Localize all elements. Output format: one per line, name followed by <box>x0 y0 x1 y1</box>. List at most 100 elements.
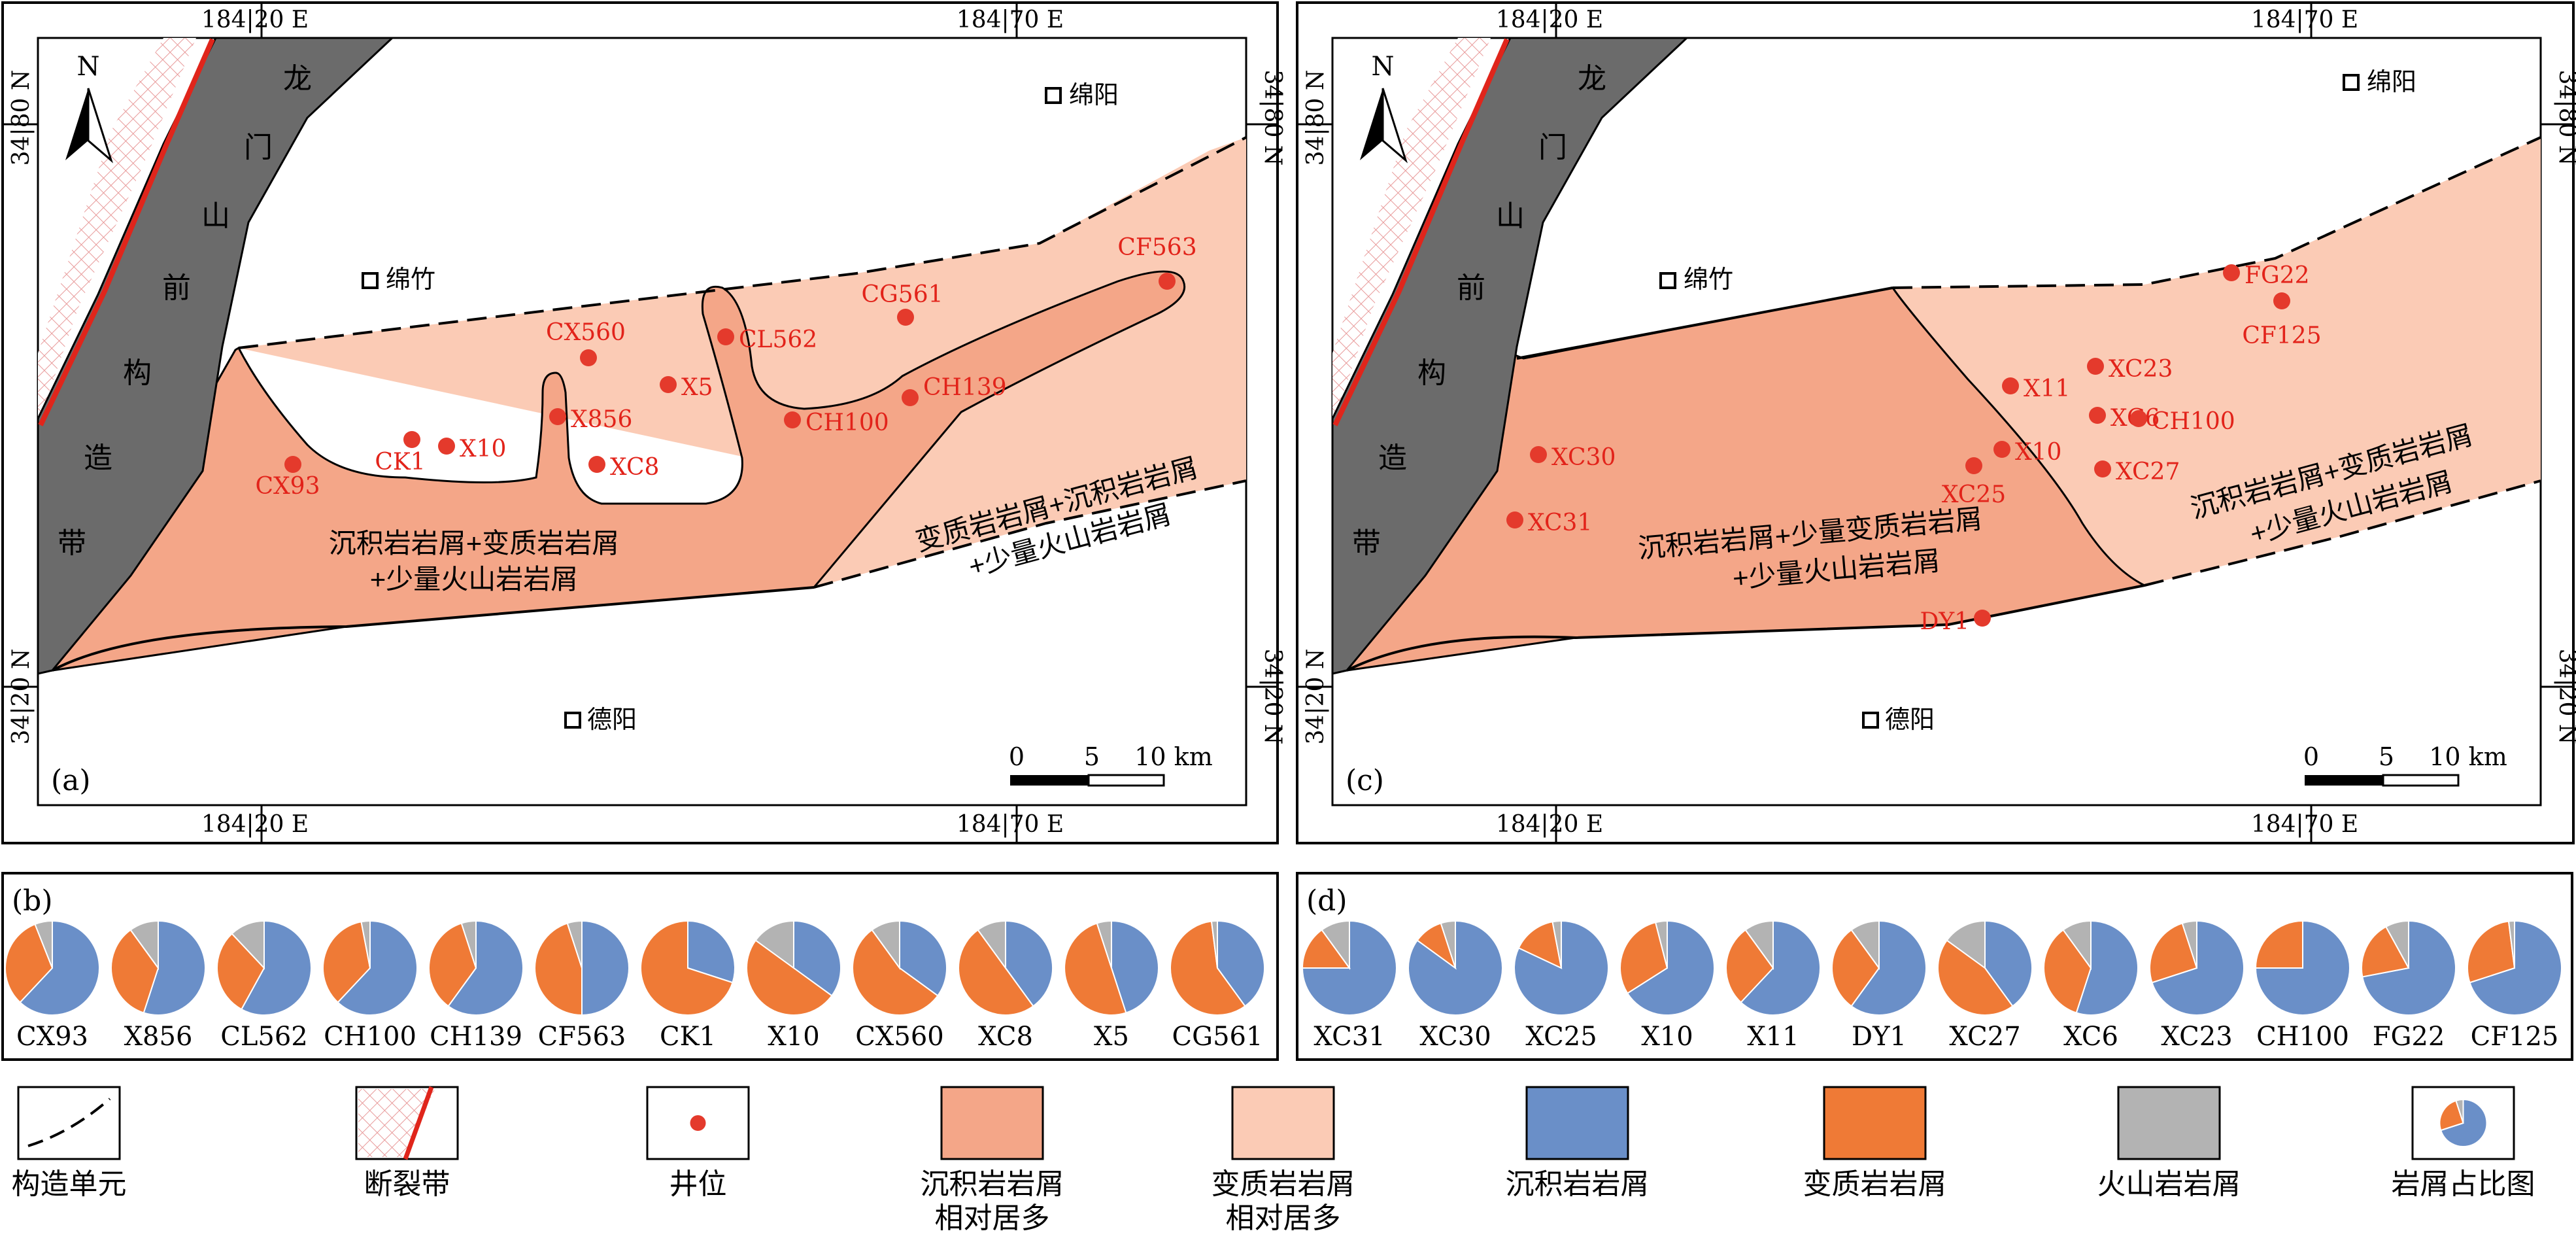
well-dot <box>717 328 734 345</box>
pie-slice-sed <box>2075 920 2139 1016</box>
pie-chart: XC23 <box>2149 920 2245 1052</box>
pie-slice-sed <box>2469 920 2562 1016</box>
fault-zone-char: 造 <box>84 442 112 474</box>
pie-slice-vol <box>566 920 583 969</box>
pie-slice-sed <box>143 920 206 1016</box>
pie-slice-vol <box>34 920 53 969</box>
scale-label: 5 <box>2379 742 2394 771</box>
pie-slice-met <box>1725 929 1774 1003</box>
grid-label-left-bottom: 34|20 N <box>8 649 35 745</box>
well-marker: CH100 <box>784 409 889 436</box>
pie-slice-sed <box>337 920 418 1016</box>
pie-slice-vol <box>1744 920 1774 971</box>
pie-label: CG561 <box>1172 1022 1263 1052</box>
pie-label: XC31 <box>1313 1022 1385 1052</box>
scale-label: 10 km <box>2429 742 2507 771</box>
pie-label: X10 <box>768 1022 819 1052</box>
well-label: CH100 <box>2152 408 2235 435</box>
well-label: XC8 <box>610 454 659 481</box>
pie-chart: CL562 <box>216 920 312 1052</box>
pie-slice-vol <box>1551 920 1562 969</box>
pie-slice-met <box>2149 922 2198 984</box>
pie-label: X10 <box>1641 1022 1693 1052</box>
grid-label-right-top: 34|80 N <box>2554 70 2576 166</box>
north-label: N <box>77 52 100 82</box>
map-outer-frame <box>1 1 1279 844</box>
well-dot <box>2087 358 2104 375</box>
well-dot <box>580 349 597 366</box>
well-dot <box>2094 460 2111 477</box>
pie-label: XC8 <box>978 1022 1033 1052</box>
fault-zone-char: 带 <box>58 527 86 559</box>
fault-zone-name: 龙 门 山 前 构 造 带 <box>1352 63 1606 559</box>
pie-slice-vol <box>1850 920 1880 971</box>
legend-label: 火山岩岩屑 <box>2097 1168 2241 1200</box>
pie-label: CH100 <box>324 1022 416 1052</box>
pie-label: FG22 <box>2373 1022 2445 1052</box>
pie-chart: CF125 <box>2467 920 2562 1052</box>
pie-slice-met <box>1619 922 1669 994</box>
pie-label: CX93 <box>16 1022 88 1052</box>
scale-label: 5 <box>1084 742 1100 771</box>
well-marker: XC23 <box>2087 356 2173 383</box>
tectonic-boundary-icon <box>27 1098 111 1147</box>
well-label: X856 <box>571 406 632 433</box>
map-outer-frame <box>1296 1 2575 844</box>
pie-slice-met <box>110 929 160 1014</box>
well-label: CH100 <box>805 409 889 436</box>
pie-slice-sed <box>899 920 947 997</box>
legend-label: 相对居多 <box>1226 1202 1341 1234</box>
pie-label: CL562 <box>220 1022 308 1052</box>
legend-swatch <box>17 1086 121 1160</box>
pie-slice-met <box>534 922 583 1016</box>
legend-item: 火山岩岩屑 <box>2097 1086 2241 1200</box>
pie-chart: CX93 <box>5 920 100 1052</box>
well-marker: CX560 <box>546 319 626 366</box>
well-marker: X856 <box>549 406 632 433</box>
wells-c: X11XC30X10XC25XC31DY1XC23XC6CH100XC27FG2… <box>1506 262 2322 635</box>
north-arrow: N <box>65 52 114 164</box>
grid-label-top-right: 184|70 E <box>2251 7 2358 33</box>
pie-chart: XC8 <box>958 920 1053 1052</box>
scale-label: 0 <box>2303 742 2319 771</box>
pie-slice-met <box>640 920 734 1016</box>
legend-swatch <box>1231 1086 1335 1160</box>
fault-zone-char: 造 <box>1378 442 1407 474</box>
pie-chart: X11 <box>1725 920 1821 1052</box>
pie-slice-met <box>322 921 371 1003</box>
pie-label: XC25 <box>1525 1022 1597 1052</box>
pie-label: CF563 <box>538 1022 626 1052</box>
legend-swatch <box>1525 1086 1629 1160</box>
well-marker: CX93 <box>256 456 320 500</box>
well-label: X10 <box>2015 439 2061 466</box>
grid-label-right-bottom: 34|20 N <box>2554 649 2576 745</box>
city-deyang: 德阳 <box>564 706 637 734</box>
fault-zone-char: 构 <box>1417 357 1446 389</box>
pie-slice-met <box>958 929 1034 1016</box>
city-label: 绵阳 <box>2367 69 2416 96</box>
well-dot <box>588 456 605 473</box>
pie-slice-met <box>1831 929 1880 1007</box>
pie-slice-vol <box>360 920 371 969</box>
longmenshan-front-fault-belt <box>1331 37 1689 675</box>
pie-slice-met <box>1064 922 1127 1016</box>
grid-label-top-right: 184|70 E <box>957 7 1064 33</box>
pie-slice-met <box>5 923 54 1003</box>
well-dot <box>1506 511 1523 528</box>
fault-zone-char: 带 <box>1352 527 1381 559</box>
pie-label: X5 <box>1094 1022 1129 1052</box>
well-label: CK1 <box>375 449 425 476</box>
well-dot <box>2130 410 2147 427</box>
fault-zone-char: 龙 <box>283 63 312 95</box>
pie-label: DY1 <box>1852 1022 1907 1052</box>
fault-line <box>38 38 215 426</box>
pie-slice-met <box>1937 939 2014 1016</box>
map-panel-c: N 184|20 E 184|70 E 184|20 E 184|70 E 34… <box>1296 1 2576 844</box>
city-mianyang: 绵阳 <box>2343 69 2416 96</box>
legend-item: 岩屑占比图 <box>2392 1086 2535 1200</box>
scale-bar: 0 5 10 km <box>2303 742 2507 787</box>
well-dot <box>902 389 919 406</box>
pie-ratio-icon <box>2439 1098 2488 1147</box>
well-label: DY1 <box>1920 608 1969 635</box>
